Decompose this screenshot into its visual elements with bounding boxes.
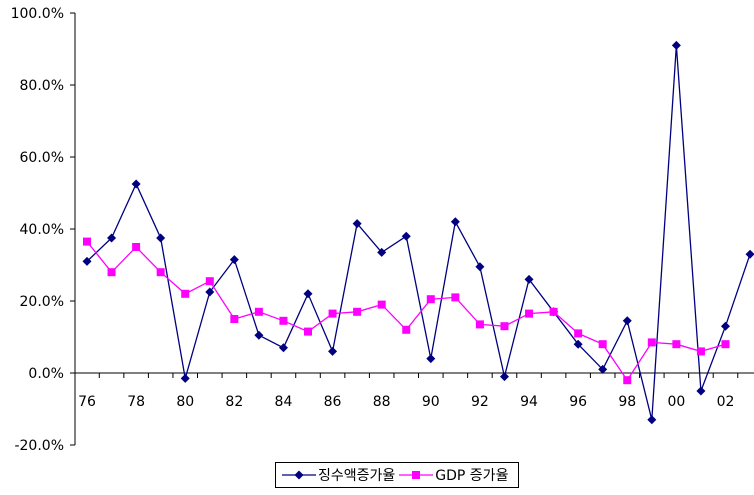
x-tick-label: 86 bbox=[324, 394, 342, 410]
data-point-diamond bbox=[696, 386, 706, 396]
series-layer bbox=[82, 40, 754, 425]
y-tick-labels: 100.0% 80.0% 60.0% 40.0% 20.0% 0.0% -20.0% bbox=[11, 6, 64, 454]
data-point-square bbox=[721, 340, 730, 349]
x-tick-label: 80 bbox=[176, 394, 194, 410]
data-point-square bbox=[426, 295, 435, 304]
data-point-square bbox=[279, 316, 288, 325]
x-tick-labels: 76 78 80 82 84 86 88 90 92 94 96 98 00 02 bbox=[78, 394, 734, 410]
data-point-square bbox=[83, 237, 91, 246]
series-collection-growth bbox=[82, 40, 754, 425]
x-tick-label: 88 bbox=[373, 394, 391, 410]
data-point-square bbox=[230, 315, 239, 323]
y-tick-label: 20.0% bbox=[20, 294, 64, 310]
data-point-square bbox=[107, 268, 116, 277]
y-tick-label: 60.0% bbox=[20, 150, 64, 166]
x-tick-label: 82 bbox=[225, 394, 243, 410]
series-line bbox=[86, 241, 726, 382]
navy-diamond-line-icon bbox=[282, 470, 316, 480]
data-point-diamond bbox=[647, 415, 657, 425]
magenta-square-line-icon bbox=[399, 471, 434, 479]
data-point-square bbox=[549, 307, 558, 316]
data-point-diamond bbox=[107, 233, 117, 243]
data-point-diamond bbox=[180, 373, 190, 383]
data-point-square bbox=[672, 340, 681, 349]
y-tick-label: 40.0% bbox=[20, 222, 64, 238]
data-point-square bbox=[181, 289, 190, 298]
data-point-diamond bbox=[720, 321, 730, 331]
data-point-diamond bbox=[745, 249, 754, 259]
data-point-square bbox=[254, 307, 263, 316]
y-tick-label: 80.0% bbox=[20, 78, 64, 94]
y-tick-label: -20.0% bbox=[14, 438, 64, 454]
y-tick-label: 100.0% bbox=[11, 6, 64, 22]
x-tick-label: 98 bbox=[618, 394, 636, 410]
data-point-square bbox=[156, 268, 165, 277]
data-point-square bbox=[451, 293, 460, 302]
data-point-diamond bbox=[426, 354, 436, 364]
x-tick-label: 76 bbox=[78, 394, 96, 410]
data-point-diamond bbox=[229, 255, 239, 265]
data-point-diamond bbox=[156, 233, 166, 243]
data-point-diamond bbox=[328, 346, 338, 356]
y-tick-label: 0.0% bbox=[28, 366, 64, 382]
data-point-square bbox=[475, 320, 484, 329]
data-point-diamond bbox=[499, 372, 509, 382]
chart-axes bbox=[70, 12, 754, 446]
data-point-diamond bbox=[622, 316, 632, 326]
data-point-diamond bbox=[671, 40, 681, 50]
data-point-square bbox=[574, 329, 583, 338]
series-line bbox=[86, 45, 751, 420]
data-point-diamond bbox=[278, 343, 288, 353]
data-point-diamond bbox=[524, 274, 534, 284]
x-tick-label: 92 bbox=[471, 394, 489, 410]
data-point-diamond bbox=[131, 179, 141, 189]
data-point-diamond bbox=[450, 217, 460, 227]
data-point-square bbox=[132, 243, 141, 251]
legend-item-collection-growth: 징수액증가율 bbox=[282, 465, 395, 485]
data-point-square bbox=[205, 277, 214, 286]
data-point-diamond bbox=[598, 364, 608, 374]
data-point-diamond bbox=[573, 339, 583, 349]
data-point-diamond bbox=[352, 219, 362, 229]
data-point-square bbox=[598, 340, 607, 349]
data-point-diamond bbox=[254, 330, 264, 340]
legend-item-gdp-growth: GDP 증가율 bbox=[399, 465, 508, 485]
data-point-square bbox=[304, 327, 313, 336]
data-point-square bbox=[500, 322, 509, 331]
data-point-diamond bbox=[475, 262, 485, 272]
data-point-diamond bbox=[82, 256, 92, 266]
legend-label-collection-growth: 징수액증가율 bbox=[318, 468, 396, 484]
data-point-diamond bbox=[205, 287, 215, 297]
data-point-diamond bbox=[401, 231, 411, 241]
data-point-square bbox=[377, 300, 386, 309]
x-tick-label: 00 bbox=[667, 394, 685, 410]
x-tick-label: 02 bbox=[717, 394, 735, 410]
series-gdp-growth bbox=[83, 237, 730, 385]
data-point-diamond bbox=[377, 247, 387, 257]
data-point-square bbox=[402, 325, 411, 334]
x-tick-label: 96 bbox=[569, 394, 587, 410]
data-point-square bbox=[647, 338, 656, 347]
chart-legend: 징수액증가율 GDP 증가율 bbox=[275, 462, 520, 488]
x-tick-label: 94 bbox=[520, 394, 538, 410]
data-point-diamond bbox=[303, 289, 313, 299]
x-tick-label: 84 bbox=[275, 394, 293, 410]
data-point-square bbox=[623, 376, 632, 385]
data-point-square bbox=[353, 307, 362, 316]
data-point-square bbox=[525, 309, 534, 318]
data-point-square bbox=[696, 347, 705, 356]
legend-label-gdp-growth: GDP 증가율 bbox=[435, 468, 509, 484]
x-tick-label: 90 bbox=[422, 394, 440, 410]
x-tick-label: 78 bbox=[127, 394, 145, 410]
data-point-square bbox=[328, 309, 337, 318]
